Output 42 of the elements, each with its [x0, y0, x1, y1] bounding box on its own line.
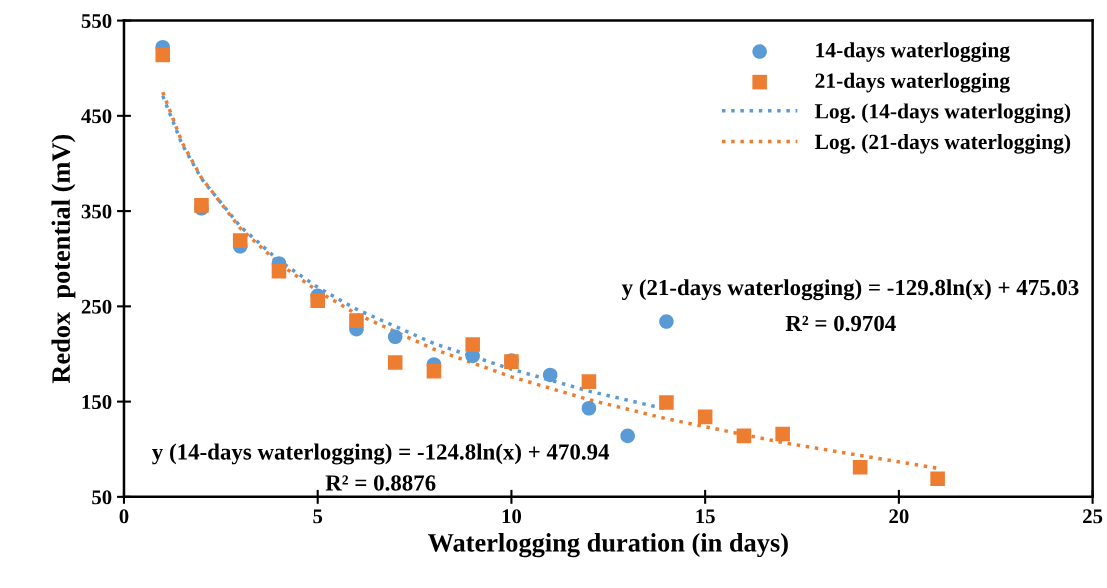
- point: [852, 460, 868, 475]
- point: [310, 293, 325, 308]
- point: [736, 428, 752, 444]
- x-tick-label: 5: [313, 509, 323, 524]
- point: [659, 395, 674, 410]
- annotation: y (21-days waterlogging) = -129.8ln(x) + 475.03: [621, 279, 1079, 301]
- annotation: R² = 0.8876: [325, 475, 436, 491]
- point: [387, 355, 403, 370]
- x-tick-label: 10: [502, 509, 522, 524]
- x-tick-label: 25: [1083, 509, 1103, 524]
- point: [349, 313, 364, 328]
- point: [542, 367, 558, 383]
- y-tick-label: 550: [81, 13, 112, 29]
- point: [387, 329, 403, 345]
- legend-label: Log. (14-days waterlogging): [814, 103, 1071, 124]
- y-tick-label: 150: [82, 394, 112, 410]
- y-tick-label: 250: [81, 299, 112, 314]
- point: [581, 374, 597, 389]
- annotation: y (14-days waterlogging) = -124.8ln(x) + 470.94: [152, 443, 610, 465]
- point: [155, 47, 171, 63]
- annotation: R² = 0.9704: [785, 315, 896, 332]
- y-tick-label: 450: [81, 109, 112, 124]
- point: [659, 314, 674, 329]
- x-tick-label: 20: [889, 509, 909, 524]
- point: [620, 428, 635, 444]
- point: [271, 263, 287, 279]
- y-tick-label: 50: [92, 490, 112, 505]
- point: [426, 363, 442, 379]
- point: [465, 337, 480, 352]
- point: [775, 426, 790, 442]
- x-axis-title: Waterlogging duration (in days): [427, 533, 788, 558]
- legend-label: 14-days waterlogging: [816, 42, 1010, 62]
- y-axis-title: Redox potential (mV): [51, 134, 76, 384]
- legend-label: Log. (21-days waterlogging): [814, 134, 1071, 154]
- x-tick-label: 15: [696, 509, 715, 524]
- y-tick-label: 350: [81, 204, 112, 219]
- point: [697, 409, 713, 425]
- legend-label: 21-days waterlogging: [815, 72, 1010, 93]
- point: [930, 471, 945, 487]
- x-tick-label: 0: [119, 509, 129, 524]
- point: [232, 233, 248, 248]
- point: [581, 400, 597, 416]
